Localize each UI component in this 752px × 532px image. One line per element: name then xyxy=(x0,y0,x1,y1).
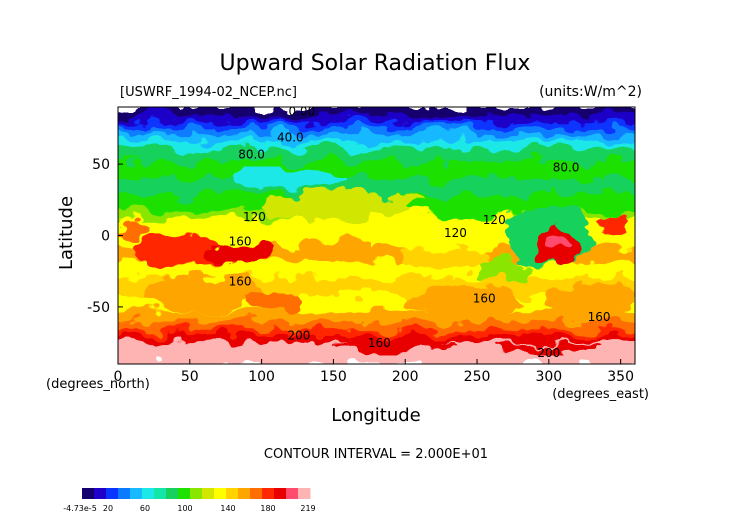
flux-feature xyxy=(232,166,348,190)
y-unit-label: (degrees_north) xyxy=(46,377,150,392)
file-label: [USWRF_1994-02_NCEP.nc] xyxy=(120,85,297,100)
colorbar-swatch xyxy=(130,488,143,499)
colorbar-swatch xyxy=(190,488,203,499)
colorbar-label: 180 xyxy=(260,504,275,513)
colorbar-swatch xyxy=(274,488,287,499)
flux-feature xyxy=(208,241,272,265)
flux-features xyxy=(118,166,635,356)
colorbar-label: 100 xyxy=(177,504,192,513)
contour-label: 160 xyxy=(368,336,391,350)
colorbar-swatch xyxy=(178,488,191,499)
plot-area xyxy=(118,107,635,364)
flux-band xyxy=(118,141,635,150)
flux-band xyxy=(118,148,635,163)
y-axis-label: Latitude xyxy=(56,196,77,270)
flux-feature xyxy=(247,288,305,312)
colorbar-swatch xyxy=(166,488,179,499)
colorbar-swatch xyxy=(154,488,167,499)
flux-feature xyxy=(405,244,492,270)
colorbar-swatch xyxy=(250,488,263,499)
units-label: (units:W/m^2) xyxy=(539,84,642,100)
flux-band xyxy=(118,126,635,136)
contour-label: 40.0 xyxy=(277,130,304,144)
flux-feature xyxy=(261,192,434,222)
contour-label: 80.0 xyxy=(238,147,265,161)
x-tick-label: 50 xyxy=(181,369,199,385)
flux-feature xyxy=(477,259,535,283)
x-tick-label: 200 xyxy=(392,369,419,385)
flux-band xyxy=(118,335,635,344)
y-tick-label: -50 xyxy=(87,300,110,316)
contour-label: 0.00 xyxy=(288,105,315,119)
flux-feature xyxy=(146,275,262,310)
y-tick-label: 50 xyxy=(92,157,110,173)
colorbar-swatch xyxy=(94,488,107,499)
flux-feature xyxy=(498,344,600,356)
flux-feature xyxy=(132,232,219,267)
flux-band xyxy=(118,134,635,143)
contour-label: 200 xyxy=(537,346,560,360)
colorbar-swatch xyxy=(238,488,251,499)
contour-label: 80.0 xyxy=(553,160,580,174)
contour-label: 120 xyxy=(444,226,467,240)
contour-labels: 0.00 40.0 80.0 80.0 120 120 120 160 160 160 160 160… xyxy=(229,105,611,360)
colorbar-swatch xyxy=(214,488,227,499)
colorbar-label: 60 xyxy=(140,504,150,513)
colorbar-swatch xyxy=(286,488,299,499)
colorbar-swatch xyxy=(262,488,275,499)
x-tick-label: 0 xyxy=(114,369,123,385)
colorbar xyxy=(82,488,311,499)
colorbar-swatch xyxy=(142,488,155,499)
flux-band xyxy=(118,329,635,337)
contour-label: 200 xyxy=(287,329,310,343)
flux-feature xyxy=(544,238,568,256)
contour-label: 160 xyxy=(588,310,611,324)
x-tick-label: 300 xyxy=(535,369,562,385)
x-unit-label: (degrees_east) xyxy=(552,387,649,402)
contour-label: 160 xyxy=(229,274,252,288)
x-axis-label: Longitude xyxy=(331,405,421,426)
flux-feature xyxy=(333,341,463,353)
colorbar-swatch xyxy=(298,488,311,499)
colorbar-label: 219 xyxy=(300,504,315,513)
y-axis-ticks: 50 0 -50 xyxy=(87,157,123,316)
flux-feature xyxy=(118,219,153,237)
flux-feature xyxy=(333,214,478,243)
flux-band xyxy=(118,121,635,128)
flux-band xyxy=(118,321,635,331)
flux-feature xyxy=(548,282,635,317)
colorbar-label: 20 xyxy=(103,504,113,513)
colorbar-label: -4.73e-5 xyxy=(63,504,97,513)
flux-feature xyxy=(297,235,370,259)
contour-interval: CONTOUR INTERVAL = 2.000E+01 xyxy=(264,447,488,462)
contour-label: 160 xyxy=(473,292,496,306)
colorbar-labels: -4.73e-5 20 60 100 140 180 219 xyxy=(63,504,315,513)
flux-band xyxy=(118,107,635,117)
flux-band xyxy=(118,115,635,123)
contour-label: 160 xyxy=(229,234,252,248)
chart-title: Upward Solar Radiation Flux xyxy=(220,51,531,76)
x-tick-label: 350 xyxy=(607,369,634,385)
x-axis-ticks: 0 50 100 150 200 250 300 350 xyxy=(114,359,634,385)
colorbar-swatch xyxy=(226,488,239,499)
flux-band xyxy=(118,309,635,323)
contour-label: 120 xyxy=(483,213,506,227)
y-tick-label: 0 xyxy=(101,229,110,245)
contour-label: 120 xyxy=(243,210,266,224)
x-tick-label: 100 xyxy=(248,369,275,385)
colorbar-swatch xyxy=(106,488,119,499)
colorbar-swatch xyxy=(118,488,131,499)
colorbar-label: 140 xyxy=(220,504,235,513)
flux-feature xyxy=(405,285,521,315)
colorbar-swatch xyxy=(202,488,215,499)
x-tick-label: 150 xyxy=(320,369,347,385)
x-tick-label: 250 xyxy=(464,369,491,385)
colorbar-swatch xyxy=(82,488,95,499)
flux-feature xyxy=(599,209,628,233)
